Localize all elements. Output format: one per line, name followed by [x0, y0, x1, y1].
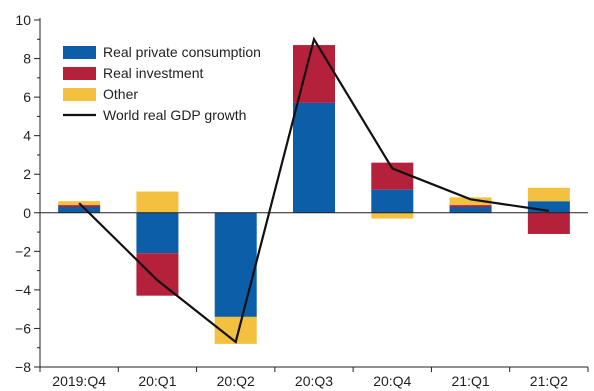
- bar-21-q2-series-2: [527, 187, 570, 202]
- bar-20-q3-series-0: [293, 102, 335, 213]
- x-tick-label: 2019:Q4: [52, 373, 106, 389]
- bar-20-q4-series-0: [371, 189, 414, 213]
- x-tick-label: 21:Q1: [452, 373, 490, 389]
- y-tick-label: 2: [23, 166, 31, 182]
- legend-swatch-2: [63, 88, 96, 101]
- bar-21-q1-series-1: [449, 205, 492, 207]
- y-tick-label: −6: [15, 320, 31, 336]
- y-tick-label: −2: [15, 243, 31, 259]
- x-tick-label: 20:Q2: [217, 373, 255, 389]
- bar-21-q1-series-2: [449, 197, 492, 206]
- y-tick-label: 0: [23, 205, 31, 221]
- legend-label-line: World real GDP growth: [103, 107, 246, 123]
- bar-20-q1-series-0: [136, 212, 179, 254]
- bar-2019-q4-series-0: [58, 206, 101, 213]
- y-tick-label: 6: [23, 89, 31, 105]
- x-tick-label: 21:Q2: [530, 373, 568, 389]
- x-tick-label: 20:Q3: [295, 373, 333, 389]
- axes-layer: 10 8 6 4 2 0 −2 −4 −6 −8 2019:Q4 20:Q1 20:Q2 20:Q3 20:…: [15, 12, 589, 389]
- y-tick-label: 8: [23, 51, 31, 67]
- y-tick-label: −4: [15, 282, 31, 298]
- legend-label-0: Real private consumption: [103, 44, 261, 60]
- bar-20-q2-series-0: [214, 212, 257, 317]
- y-tick-label: 10: [15, 12, 31, 28]
- legend-swatch-1: [63, 67, 96, 80]
- legend: Real private consumption Real investment O…: [63, 44, 261, 123]
- bar-21-q2-series-1: [527, 212, 570, 234]
- bar-20-q4-series-2: [371, 212, 414, 219]
- bar-20-q1-series-1: [136, 253, 179, 296]
- bar-21-q1-series-0: [449, 206, 492, 213]
- legend-swatch-0: [63, 46, 96, 59]
- gdp-line-layer: [78, 36, 550, 344]
- x-tick-label: 20:Q1: [138, 373, 176, 389]
- bar-21-q2-series-0: [527, 201, 570, 213]
- bars-layer: [58, 45, 570, 344]
- y-tick-label: −8: [15, 359, 31, 375]
- y-tick-label: 4: [23, 128, 31, 144]
- bar-20-q1-series-2: [136, 191, 179, 213]
- bar-2019-q4-series-1: [58, 205, 101, 207]
- x-tick-label: 20:Q4: [373, 373, 411, 389]
- legend-label-2: Other: [103, 86, 138, 102]
- legend-label-1: Real investment: [103, 65, 203, 81]
